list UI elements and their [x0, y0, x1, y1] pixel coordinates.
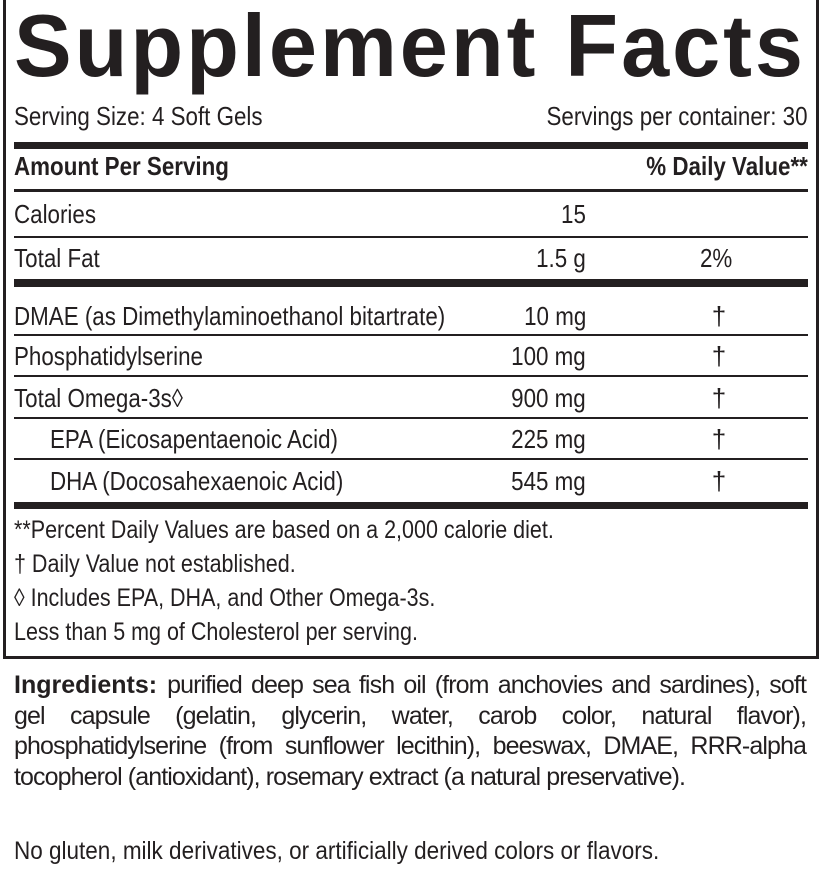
nutrient-amount: 15 — [561, 199, 586, 229]
amount-per-serving-header: Amount Per Serving — [14, 151, 229, 181]
panel-title: Supplement Facts — [14, 0, 806, 95]
footnote-cholesterol: Less than 5 mg of Cholesterol per servin… — [14, 618, 418, 646]
nutrient-dv: 2% — [700, 243, 733, 273]
footnote-dagger: † Daily Value not established. — [14, 550, 296, 578]
nutrient-name: Calories — [14, 199, 97, 229]
ingredients-label: Ingredients: — [14, 671, 158, 699]
divider — [14, 279, 808, 287]
divider — [14, 375, 808, 377]
nutrient-name: DHA (Docosahexaenoic Acid) — [50, 466, 344, 496]
nutrient-amount: 10 mg — [523, 301, 586, 331]
supplement-facts-panel — [3, 0, 819, 659]
serving-info: Serving Size: 4 Soft Gels Servings per c… — [14, 101, 808, 131]
serving-size: Serving Size: 4 Soft Gels — [14, 101, 263, 131]
nutrient-row-dha: DHA (Docosahexaenoic Acid) 545 mg † — [50, 466, 808, 496]
divider — [14, 334, 808, 336]
servings-per-container: Servings per container: 30 — [546, 101, 808, 131]
ingredients-list: purified deep sea fish oil (from anchovi… — [14, 671, 807, 791]
free-from-statement: No gluten, milk derivatives, or artifici… — [14, 837, 660, 865]
nutrient-amount: 100 mg — [511, 341, 586, 371]
nutrient-name: Phosphatidylserine — [14, 341, 203, 371]
dagger-icon: † — [711, 301, 727, 331]
dagger-icon: † — [711, 341, 727, 371]
footnote-daily-values: **Percent Daily Values are based on a 2,… — [14, 516, 554, 544]
dagger-icon: † — [711, 424, 727, 454]
nutrient-name: DMAE (as Dimethylaminoethanol bitartrate… — [14, 301, 446, 331]
divider — [14, 189, 808, 192]
dagger-icon: † — [711, 383, 727, 413]
nutrient-row-epa: EPA (Eicosapentaenoic Acid) 225 mg † — [50, 424, 808, 454]
nutrient-row-calories: Calories 15 — [14, 199, 808, 229]
nutrient-name: Total Fat — [14, 243, 100, 273]
nutrient-name: Total Omega-3s◊ — [14, 383, 183, 413]
nutrient-amount: 1.5 g — [536, 243, 586, 273]
divider — [14, 142, 808, 149]
nutrient-amount: 900 mg — [511, 383, 586, 413]
nutrient-row-omega-3: Total Omega-3s◊ 900 mg † — [14, 383, 808, 413]
dagger-icon: † — [711, 466, 727, 496]
daily-value-header: % Daily Value** — [646, 151, 808, 181]
divider — [14, 236, 808, 238]
nutrient-amount: 225 mg — [511, 424, 586, 454]
footnote-diamond: ◊ Includes EPA, DHA, and Other Omega-3s. — [14, 584, 436, 612]
nutrient-row-total-fat: Total Fat 1.5 g 2% — [14, 243, 808, 273]
column-header: Amount Per Serving % Daily Value** — [14, 151, 808, 181]
divider — [14, 458, 808, 460]
nutrient-name: EPA (Eicosapentaenoic Acid) — [50, 424, 338, 454]
divider — [14, 417, 808, 419]
nutrient-amount: 545 mg — [511, 466, 586, 496]
divider — [14, 502, 808, 509]
nutrient-row-dmae: DMAE (as Dimethylaminoethanol bitartrate… — [14, 301, 808, 331]
ingredients-text: Ingredients: purified deep sea fish oil … — [14, 670, 807, 792]
nutrient-row-phosphatidylserine: Phosphatidylserine 100 mg † — [14, 341, 808, 371]
